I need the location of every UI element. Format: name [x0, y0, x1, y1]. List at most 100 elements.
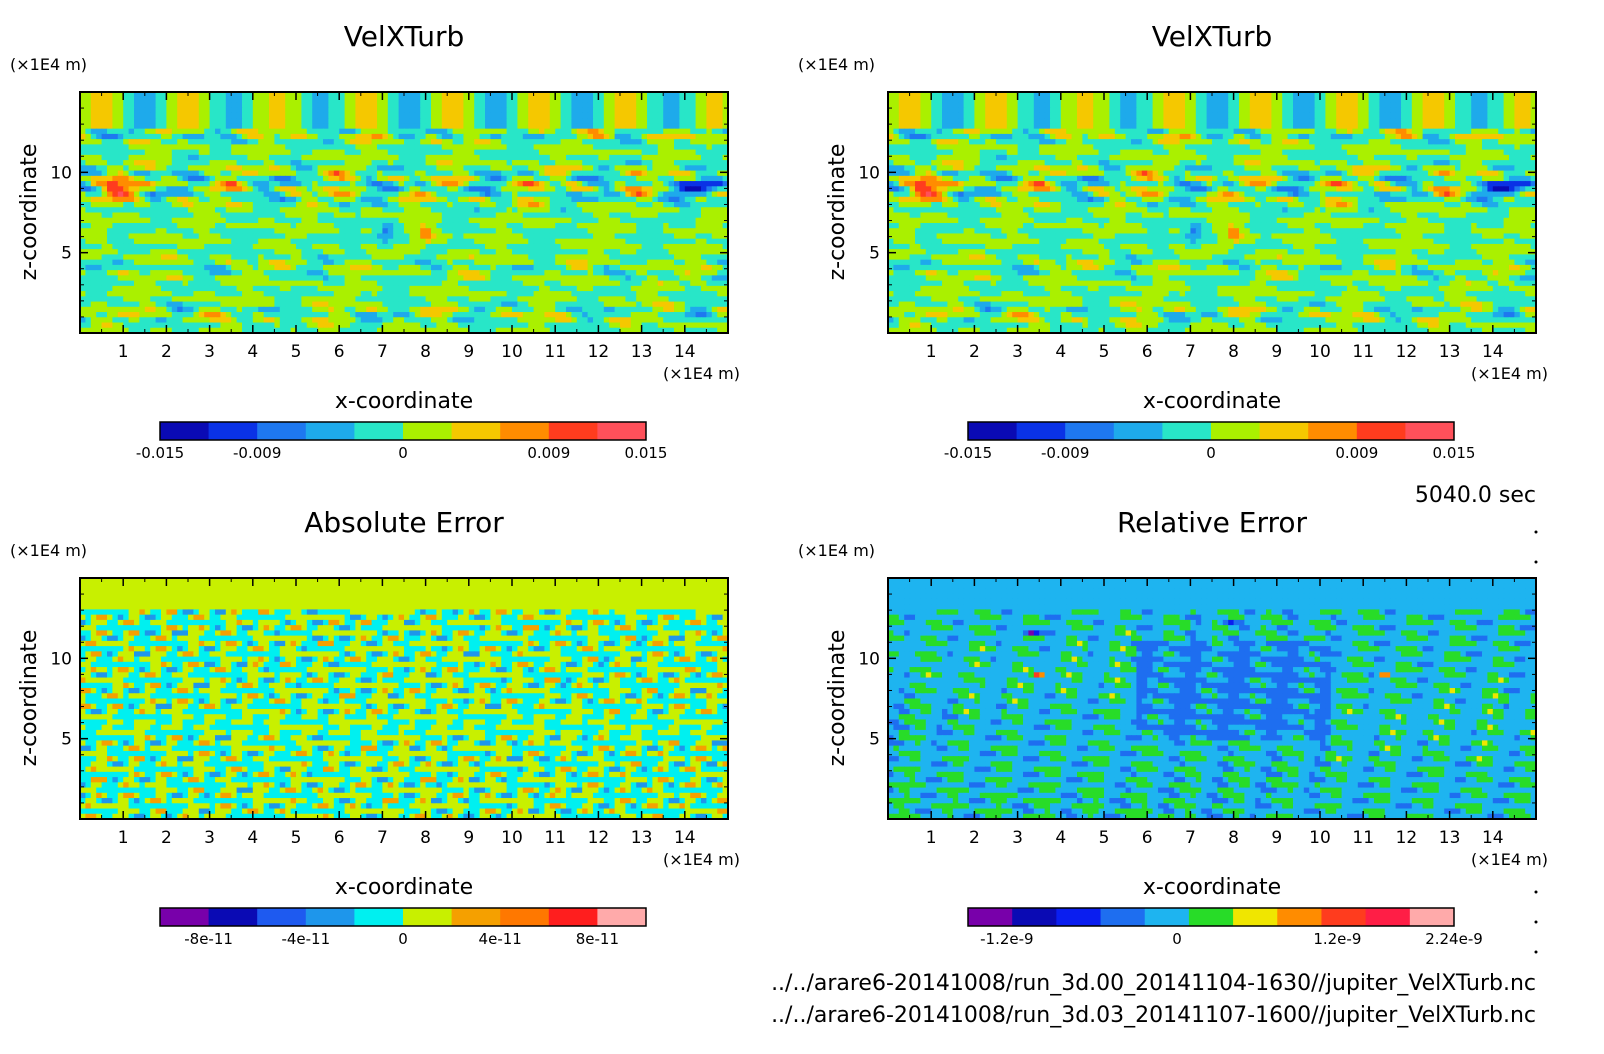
heatmap-cell [90, 144, 97, 151]
heatmap-cell [225, 118, 232, 125]
heatmap-cell [425, 270, 432, 276]
heatmap-cell [566, 238, 572, 245]
heatmap-cell [522, 133, 529, 140]
heatmap-cell [306, 149, 313, 156]
heatmap-cell [452, 133, 459, 140]
heatmap-cell [711, 118, 718, 125]
heatmap-cell [90, 186, 97, 193]
heatmap-cell [139, 112, 146, 119]
heatmap-cell [188, 249, 194, 256]
heatmap-cell [414, 275, 421, 282]
heatmap-cell [522, 112, 529, 119]
heatmap-cell [490, 202, 497, 208]
heatmap-cell [625, 107, 632, 114]
heatmap-cell [258, 222, 265, 229]
heatmap-cell [171, 212, 178, 219]
heatmap-cell [263, 191, 270, 198]
heatmap-cell [144, 133, 151, 140]
heatmap-cell [549, 107, 556, 114]
heatmap-cell [695, 144, 702, 151]
heatmap-cell [468, 175, 475, 182]
heatmap-cell [717, 144, 724, 151]
heatmap-cell [274, 139, 281, 145]
heatmap-cell [231, 238, 238, 245]
heatmap-cell [123, 212, 130, 219]
heatmap-cell [242, 97, 248, 104]
heatmap-cell [647, 133, 653, 140]
heatmap-cell [695, 123, 702, 130]
heatmap-cell [398, 92, 405, 98]
heatmap-cell [333, 181, 340, 187]
heatmap-cell [468, 170, 475, 177]
heatmap-cell [220, 280, 227, 287]
heatmap-cell [274, 170, 281, 177]
heatmap-cell [506, 133, 513, 140]
heatmap-cell [360, 165, 367, 172]
heatmap-cell [123, 243, 130, 250]
heatmap-cell [663, 264, 670, 271]
heatmap-cell [560, 254, 567, 261]
heatmap-cell [609, 181, 616, 187]
heatmap-cell [355, 238, 362, 245]
heatmap-cell [274, 97, 281, 104]
heatmap-cell [566, 233, 572, 240]
heatmap-cell [123, 170, 130, 177]
heatmap-cell [404, 149, 410, 156]
heatmap-cell [495, 270, 502, 276]
heatmap-cell [247, 118, 254, 125]
heatmap-cell [717, 128, 724, 135]
heatmap-cell [139, 133, 146, 140]
heatmap-cell [134, 222, 140, 229]
heatmap-cell [177, 128, 184, 135]
heatmap-cell [495, 97, 502, 104]
heatmap-cell [171, 139, 178, 145]
heatmap-cell [355, 107, 362, 114]
heatmap-cell [285, 264, 292, 271]
heatmap-cell [96, 97, 103, 104]
heatmap-cell [485, 139, 491, 145]
heatmap-cell [387, 280, 394, 287]
heatmap-cell [706, 196, 713, 203]
heatmap-cell [171, 217, 178, 224]
heatmap-cell [247, 202, 254, 208]
heatmap-cell [614, 149, 621, 156]
heatmap-cell [171, 238, 178, 245]
heatmap-cell [339, 228, 346, 235]
heatmap-cell [279, 228, 286, 235]
heatmap-cell [301, 149, 308, 156]
heatmap-cell [387, 92, 394, 98]
heatmap-cell [620, 144, 626, 151]
heatmap-cell [458, 170, 464, 177]
heatmap-cell [398, 238, 405, 245]
heatmap-cell [377, 186, 383, 193]
heatmap-cell [711, 264, 718, 271]
heatmap-cell [225, 254, 232, 261]
heatmap-cell [495, 196, 502, 203]
heatmap-cell [155, 301, 162, 308]
heatmap-cell [663, 123, 670, 130]
heatmap-cell [641, 170, 648, 177]
heatmap-cell [285, 212, 292, 219]
heatmap-cell [171, 149, 178, 156]
heatmap-cell [663, 228, 670, 235]
heatmap-cell [263, 296, 270, 303]
heatmap-cell [539, 264, 545, 271]
heatmap-cell [425, 97, 432, 104]
heatmap-cell [128, 238, 135, 245]
heatmap-cell [193, 296, 200, 303]
heatmap-cell [679, 301, 686, 308]
heatmap-cell [517, 149, 524, 156]
heatmap-cell [425, 291, 432, 297]
heatmap-cell [177, 207, 184, 214]
heatmap-cell [582, 270, 589, 276]
heatmap-cell [609, 207, 616, 214]
heatmap-cell [155, 306, 162, 313]
heatmap-cell [139, 243, 146, 250]
heatmap-cell [409, 270, 416, 276]
heatmap-cell [657, 97, 664, 104]
heatmap-cell [674, 222, 680, 229]
heatmap-cell [236, 233, 243, 240]
heatmap-cell [80, 228, 86, 235]
heatmap-cell [485, 249, 491, 256]
heatmap-cell [404, 133, 410, 140]
